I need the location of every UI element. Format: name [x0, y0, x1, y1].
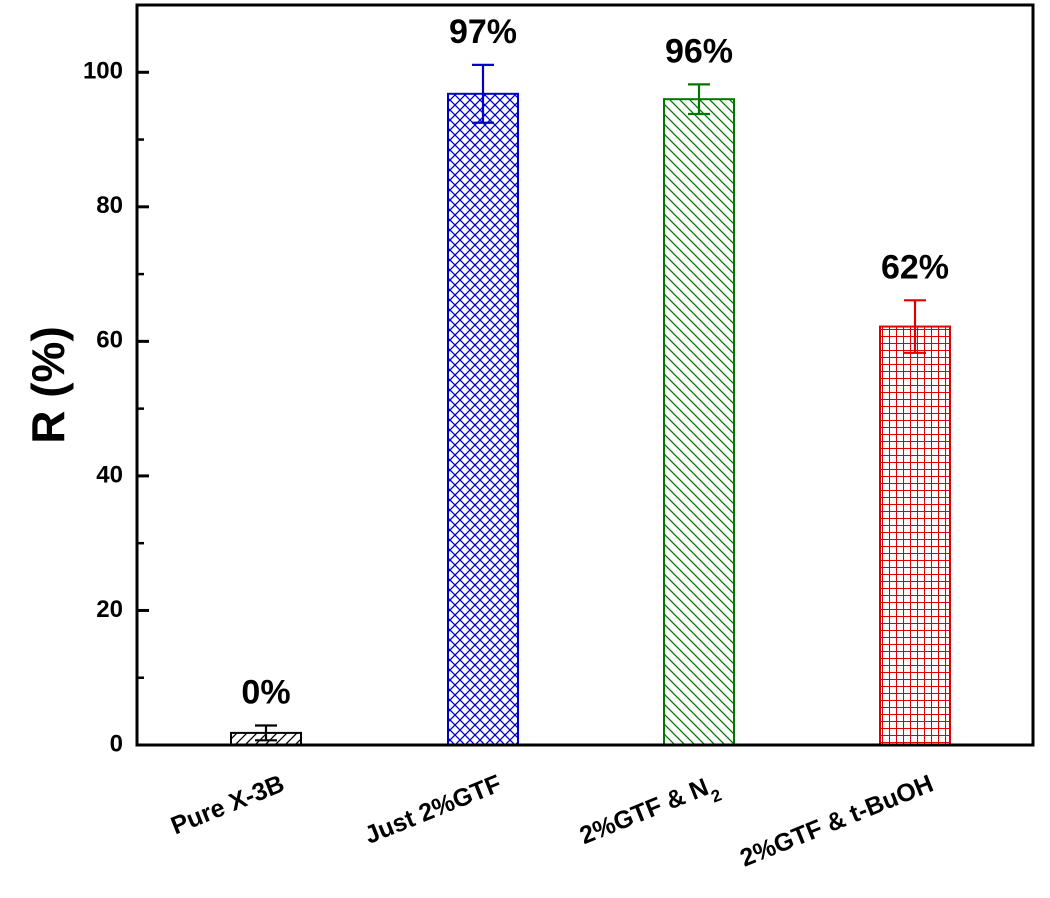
data-label-1: 97% — [449, 13, 517, 51]
error-bar-3 — [904, 299, 926, 354]
y-tick-label-100: 100 — [83, 58, 123, 85]
data-label-2: 96% — [665, 32, 733, 70]
error-bar-1 — [472, 63, 494, 124]
category-label-3: 2%GTF & t-BuOH — [736, 770, 937, 873]
plot-frame — [135, 3, 1035, 747]
bar-2 — [663, 98, 735, 746]
y-tick-label-20: 20 — [96, 596, 123, 623]
bar-3 — [879, 325, 951, 746]
y-tick-label-80: 80 — [96, 192, 123, 219]
y-axis-label: R (%) — [22, 326, 74, 444]
data-label-0: 0% — [241, 673, 290, 711]
y-tick-label-0: 0 — [110, 730, 123, 757]
bar-1 — [447, 92, 519, 747]
error-bar-0 — [255, 724, 277, 742]
y-tick-label-60: 60 — [96, 327, 123, 354]
data-label-3: 62% — [881, 248, 949, 286]
error-bar-2 — [688, 83, 710, 116]
category-label-2: 2%GTF & N2 — [576, 770, 724, 857]
category-label-0: Pure X-3B — [167, 770, 288, 841]
y-tick-label-40: 40 — [96, 461, 123, 488]
category-label-1: Just 2%GTF — [361, 770, 505, 850]
bars-layer: 0% 97% 96% 62% — [230, 13, 951, 747]
